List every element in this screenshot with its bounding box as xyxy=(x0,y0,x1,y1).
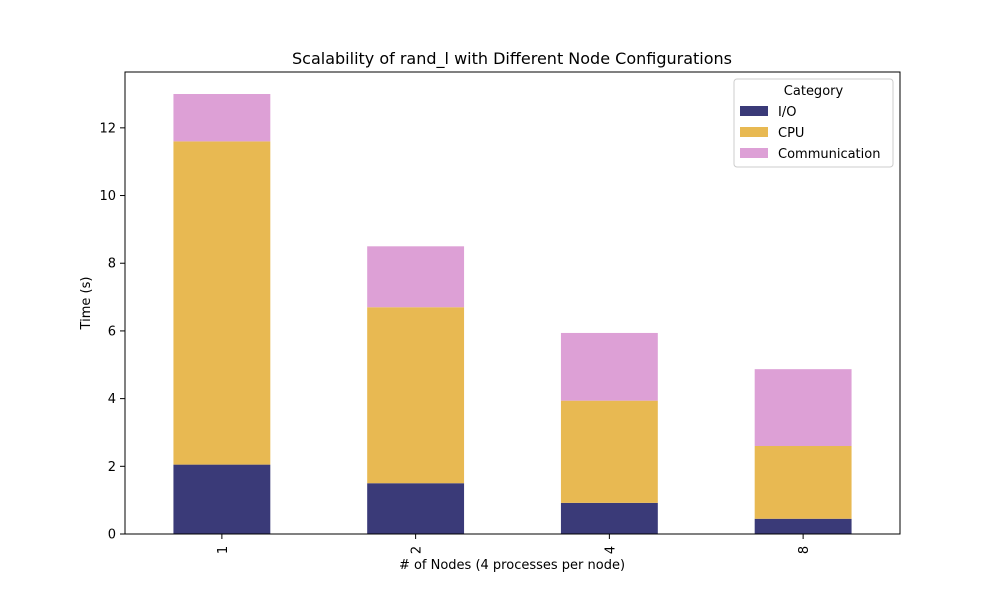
legend-swatch-i-o xyxy=(740,106,768,116)
bar-cpu-4 xyxy=(560,400,658,503)
x-tick-label: 4 xyxy=(603,546,618,554)
x-tick-label: 8 xyxy=(797,546,812,554)
x-tick-label: 2 xyxy=(410,546,425,554)
y-tick-label: 6 xyxy=(108,324,116,339)
bar-communication-4 xyxy=(560,332,658,401)
legend-label-i-o: I/O xyxy=(778,105,796,120)
bar-i-o-4 xyxy=(560,502,658,534)
bar-i-o-1 xyxy=(173,464,271,534)
plot-frame xyxy=(124,71,901,535)
bar-i-o-2 xyxy=(367,483,465,534)
bar-i-o-8 xyxy=(754,518,852,534)
y-tick-label: 8 xyxy=(108,257,116,272)
legend: Category I/O CPU Communication xyxy=(733,78,894,168)
bar-communication-8 xyxy=(754,369,852,446)
bar-communication-1 xyxy=(173,94,271,142)
legend-title: Category xyxy=(784,84,844,99)
legend-label-cpu: CPU xyxy=(778,126,804,141)
y-tick-label: 0 xyxy=(108,528,116,543)
bar-cpu-8 xyxy=(754,446,852,519)
x-axis: 1 2 4 8 xyxy=(216,534,812,554)
x-axis-label: # of Nodes (4 processes per node) xyxy=(399,558,625,573)
chart-title: Scalability of rand_l with Different Nod… xyxy=(292,49,732,69)
legend-swatch-cpu xyxy=(740,127,768,137)
bar-cpu-2 xyxy=(367,307,465,484)
y-tick-label: 4 xyxy=(108,392,116,407)
bars xyxy=(173,94,852,534)
legend-swatch-communication xyxy=(740,148,768,158)
y-axis: 0 2 4 6 8 10 12 xyxy=(99,121,125,543)
y-tick-label: 12 xyxy=(99,121,116,136)
y-tick-label: 10 xyxy=(99,189,116,204)
legend-label-communication: Communication xyxy=(778,147,880,162)
x-tick-label: 1 xyxy=(216,546,231,554)
bar-communication-2 xyxy=(367,246,465,308)
legend-box xyxy=(733,78,894,168)
y-tick-label: 2 xyxy=(108,460,116,475)
bar-cpu-1 xyxy=(173,141,271,465)
y-axis-label: Time (s) xyxy=(79,277,94,331)
